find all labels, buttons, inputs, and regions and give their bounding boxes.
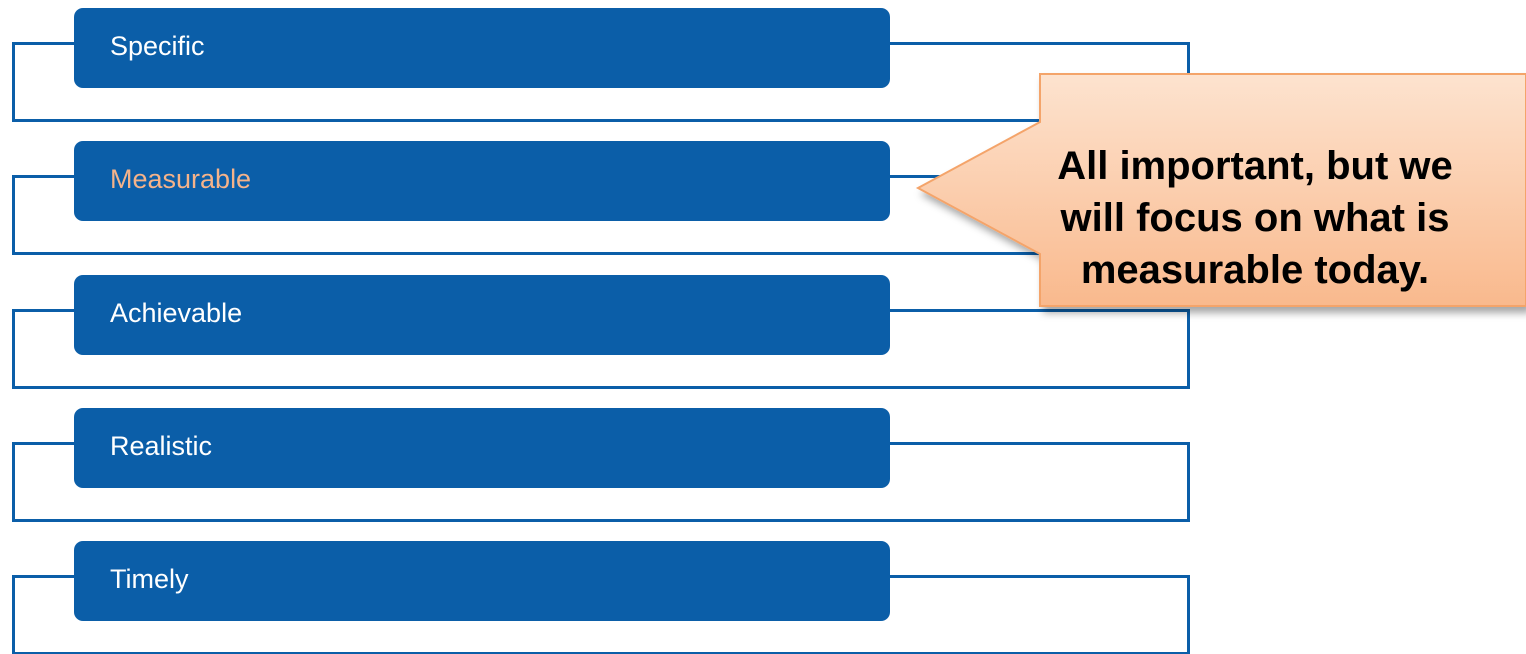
bracket-line	[12, 575, 78, 578]
callout-line: All important, but we	[1057, 144, 1453, 188]
step-label: Realistic	[110, 430, 213, 461]
step-box-timely: Timely	[74, 541, 890, 621]
bracket-line	[12, 386, 1190, 389]
callout-line: will focus on what is	[1060, 196, 1450, 240]
callout-line: measurable today.	[1080, 248, 1430, 292]
bracket-line	[12, 42, 78, 45]
step-box-achievable: Achievable	[74, 275, 890, 355]
bracket-line	[12, 175, 78, 178]
step-label: Measurable	[110, 163, 252, 194]
step-label: Timely	[110, 563, 189, 594]
callout-text: All important, but we will focus on what…	[995, 140, 1515, 296]
bracket-line	[1187, 442, 1190, 522]
step-box-measurable: Measurable	[74, 141, 890, 221]
step-row-timely: Timely	[0, 533, 1200, 654]
bracket-line	[12, 652, 1190, 654]
bracket-line	[1187, 42, 1190, 122]
bracket-line	[12, 575, 15, 654]
step-label: Specific	[110, 30, 205, 61]
bracket-line	[12, 442, 15, 522]
bracket-line	[12, 309, 15, 389]
bracket-line	[1187, 309, 1190, 389]
bracket-line	[1187, 575, 1190, 654]
bracket-line	[12, 119, 1190, 122]
step-box-realistic: Realistic	[74, 408, 890, 488]
step-row-achievable: Achievable	[0, 267, 1200, 401]
step-row-realistic: Realistic	[0, 400, 1200, 534]
step-label: Achievable	[110, 297, 243, 328]
bracket-line	[885, 42, 1190, 45]
step-box-specific: Specific	[74, 8, 890, 88]
bracket-line	[12, 309, 78, 312]
bracket-line	[885, 309, 1190, 312]
bracket-line	[12, 442, 78, 445]
bracket-line	[12, 252, 1190, 255]
step-row-specific: Specific	[0, 0, 1200, 134]
bracket-line	[12, 175, 15, 255]
bracket-line	[12, 519, 1190, 522]
bracket-line	[12, 42, 15, 122]
bracket-line	[885, 575, 1190, 578]
step-row-measurable: Measurable	[0, 133, 1200, 267]
bracket-line	[885, 442, 1190, 445]
